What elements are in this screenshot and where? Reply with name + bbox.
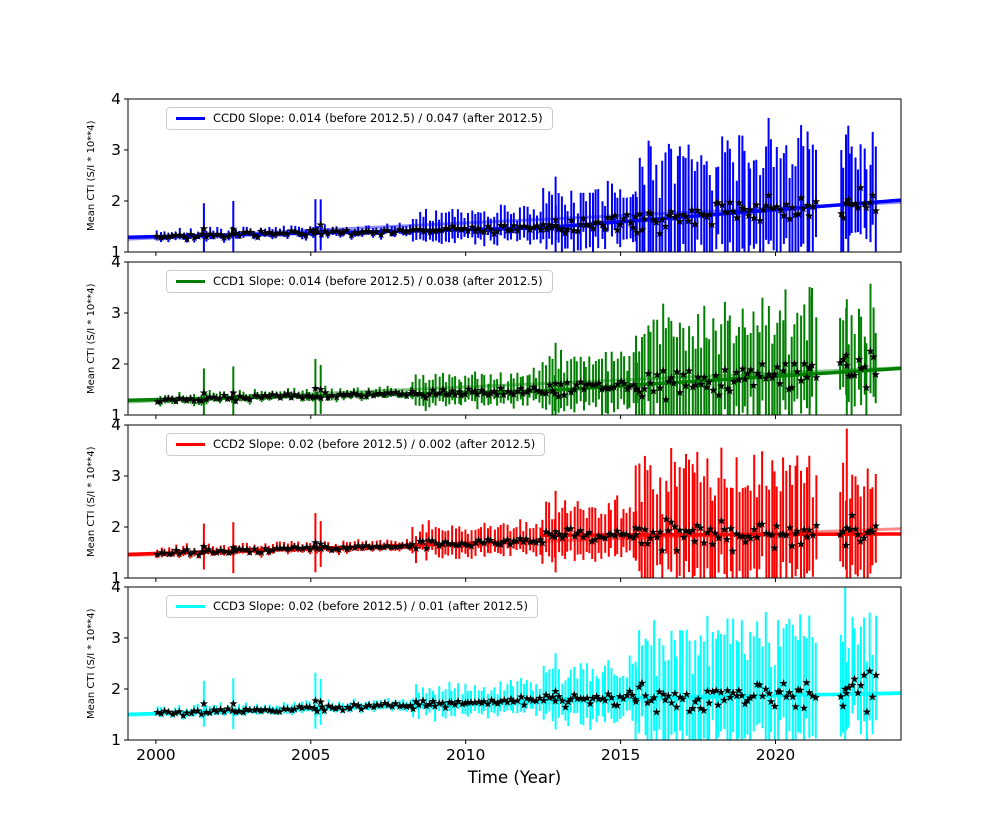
panel-ccd0 (124, 98, 902, 256)
panel-ccd3 (124, 586, 902, 744)
legend-label-ccd2: CCD2 Slope: 0.02 (before 2012.5) / 0.002… (213, 437, 536, 451)
y-tick-label: 1 (111, 406, 121, 424)
y-tick-label: 1 (111, 243, 121, 261)
legend-line-swatch-ccd3 (176, 605, 205, 608)
x-tick-label: 2015 (600, 746, 641, 764)
x-tick-label: 2005 (291, 746, 331, 764)
y-tick-label: 4 (111, 578, 121, 596)
y-tick-label: 2 (111, 518, 121, 536)
x-tick-label: 2020 (755, 746, 796, 764)
x-tick-label: 2000 (136, 746, 176, 764)
y-axis-label-ccd1: Mean CTI (S/I * 10**4) (86, 283, 97, 394)
y-tick-label: 4 (111, 416, 121, 434)
legend-line-swatch-ccd0 (176, 117, 205, 120)
legend-ccd1: CCD1 Slope: 0.014 (before 2012.5) / 0.03… (166, 270, 553, 293)
y-axis-label-ccd3: Mean CTI (S/I * 10**4) (86, 608, 97, 719)
x-axis-label: Time (Year) (467, 768, 562, 787)
legend-ccd2: CCD2 Slope: 0.02 (before 2012.5) / 0.002… (166, 433, 546, 456)
y-tick-label: 4 (111, 253, 121, 271)
y-tick-label: 3 (111, 467, 121, 485)
legend-label-ccd0: CCD0 Slope: 0.014 (before 2012.5) / 0.04… (213, 111, 543, 125)
y-tick-label: 4 (111, 90, 121, 108)
legend-label-ccd1: CCD1 Slope: 0.014 (before 2012.5) / 0.03… (213, 274, 543, 288)
y-tick-label: 2 (111, 680, 121, 698)
legend-label-ccd3: CCD3 Slope: 0.02 (before 2012.5) / 0.01 … (213, 599, 528, 613)
y-axis-label-ccd2: Mean CTI (S/I * 10**4) (86, 446, 97, 557)
x-tick-label: 2010 (445, 746, 486, 764)
y-tick-label: 2 (111, 192, 121, 210)
legend-ccd0: CCD0 Slope: 0.014 (before 2012.5) / 0.04… (166, 107, 553, 130)
y-tick-label: 1 (111, 731, 121, 749)
panel-ccd2 (124, 424, 902, 582)
y-tick-label: 3 (111, 629, 121, 647)
y-tick-label: 1 (111, 569, 121, 587)
y-tick-label: 3 (111, 304, 121, 322)
legend-ccd3: CCD3 Slope: 0.02 (before 2012.5) / 0.01 … (166, 595, 538, 618)
panel-ccd1 (124, 261, 902, 419)
y-tick-label: 2 (111, 355, 121, 373)
y-axis-label-ccd0: Mean CTI (S/I * 10**4) (86, 120, 97, 231)
legend-line-swatch-ccd1 (176, 280, 205, 283)
y-tick-label: 3 (111, 141, 121, 159)
legend-line-swatch-ccd2 (176, 443, 205, 446)
